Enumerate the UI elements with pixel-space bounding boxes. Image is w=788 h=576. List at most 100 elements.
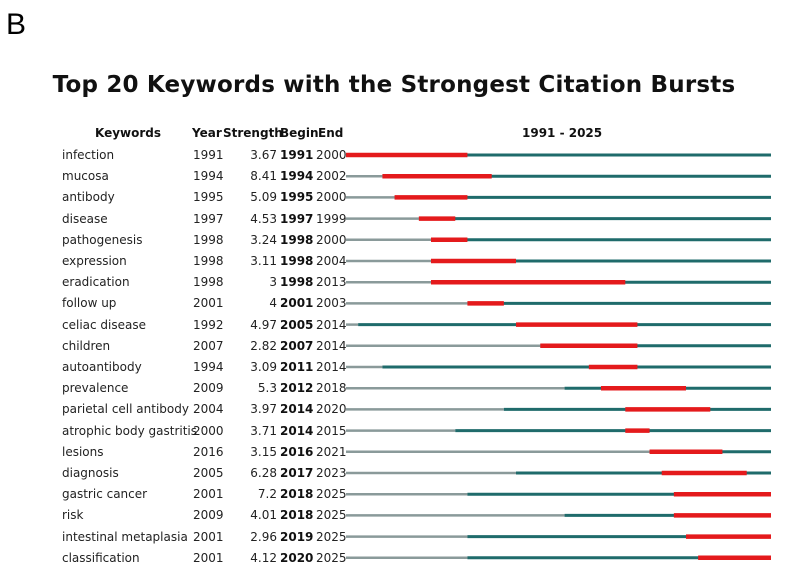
keyword-label: pathogenesis — [62, 232, 143, 247]
keyword-label: autoantibody — [62, 360, 142, 374]
year-value: 1994 — [193, 360, 224, 374]
year-value: 1998 — [193, 254, 224, 268]
end-value: 1999 — [316, 211, 347, 226]
begin-value: 2007 — [280, 338, 314, 353]
year-value: 1992 — [193, 317, 224, 332]
end-value: 2003 — [316, 296, 347, 311]
end-value: 2025 — [316, 487, 347, 502]
year-value: 2009 — [193, 508, 224, 523]
end-value: 2023 — [316, 466, 347, 480]
strength-value: 4.97 — [250, 317, 277, 332]
begin-value: 2016 — [280, 444, 314, 459]
keyword-label: expression — [62, 254, 127, 268]
begin-value: 2011 — [280, 360, 314, 374]
begin-value: 2014 — [280, 402, 314, 417]
begin-value: 2020 — [280, 550, 314, 565]
strength-value: 4 — [269, 296, 277, 311]
begin-value: 1998 — [280, 254, 314, 268]
begin-value: 1994 — [280, 169, 314, 184]
strength-value: 3.09 — [250, 360, 277, 374]
end-value: 2014 — [316, 317, 347, 332]
strength-value: 4.53 — [250, 211, 277, 226]
begin-value: 1991 — [280, 148, 314, 162]
keyword-label: follow up — [62, 296, 117, 311]
end-value: 2000 — [316, 190, 347, 205]
keyword-label: lesions — [62, 444, 104, 459]
begin-value: 2019 — [280, 529, 314, 544]
keyword-label: classification — [62, 550, 140, 565]
year-value: 1995 — [193, 190, 224, 205]
begin-value: 1998 — [280, 275, 314, 290]
strength-value: 4.01 — [250, 508, 277, 523]
strength-value: 3.11 — [250, 254, 277, 268]
year-value: 1994 — [193, 169, 224, 184]
strength-value: 2.96 — [250, 529, 277, 544]
year-value: 2001 — [193, 296, 224, 311]
year-value: 2007 — [193, 338, 224, 353]
strength-value: 3.97 — [250, 402, 277, 417]
end-value: 2021 — [316, 444, 347, 459]
year-value: 1998 — [193, 232, 224, 247]
header-end: End — [318, 126, 344, 140]
begin-value: 1995 — [280, 190, 314, 205]
begin-value: 2014 — [280, 423, 314, 438]
end-value: 2015 — [316, 423, 347, 438]
strength-value: 3 — [269, 275, 277, 290]
keyword-label: infection — [62, 148, 115, 162]
end-value: 2013 — [316, 275, 347, 290]
header-begin: Begin — [280, 126, 319, 140]
keyword-label: diagnosis — [62, 466, 119, 480]
keyword-label: risk — [62, 508, 84, 523]
begin-value: 1997 — [280, 211, 314, 226]
year-value: 1998 — [193, 275, 224, 290]
chart-title: Top 20 Keywords with the Strongest Citat… — [52, 72, 736, 98]
strength-value: 2.82 — [250, 338, 277, 353]
begin-value: 2005 — [280, 317, 314, 332]
begin-value: 2001 — [280, 296, 314, 311]
header-keywords: Keywords — [95, 126, 162, 140]
keyword-label: eradication — [62, 275, 130, 290]
strength-value: 5.3 — [257, 381, 277, 396]
strength-value: 8.41 — [250, 169, 277, 184]
end-value: 2025 — [316, 508, 347, 523]
end-value: 2018 — [316, 381, 347, 396]
strength-value: 5.09 — [250, 190, 277, 205]
keyword-label: atrophic body gastritis — [62, 423, 198, 438]
strength-value: 7.2 — [257, 487, 277, 502]
header-year: Year — [192, 126, 222, 140]
strength-value: 3.24 — [250, 232, 277, 247]
keyword-label: antibody — [62, 190, 115, 205]
begin-value: 1998 — [280, 232, 314, 247]
end-value: 2025 — [316, 550, 347, 565]
end-value: 2014 — [316, 360, 347, 374]
year-value: 2009 — [193, 381, 224, 396]
keyword-label: intestinal metaplasia — [62, 529, 188, 544]
year-value: 2001 — [193, 550, 224, 565]
end-value: 2002 — [316, 169, 347, 184]
header-strength: Strength — [223, 126, 283, 140]
end-value: 2000 — [316, 148, 347, 162]
year-value: 1991 — [193, 148, 224, 162]
strength-value: 4.12 — [250, 550, 277, 565]
year-value: 2001 — [193, 529, 224, 544]
begin-value: 2012 — [280, 381, 314, 396]
year-value: 2004 — [193, 402, 224, 417]
begin-value: 2017 — [280, 466, 314, 480]
year-value: 1997 — [193, 211, 224, 226]
strength-value: 3.15 — [250, 444, 277, 459]
year-value: 2005 — [193, 466, 224, 480]
keyword-label: mucosa — [62, 169, 109, 184]
year-value: 2016 — [193, 444, 224, 459]
end-value: 2000 — [316, 232, 347, 247]
end-value: 2025 — [316, 529, 347, 544]
panel-label: B — [6, 8, 27, 41]
keyword-label: children — [62, 338, 111, 353]
keyword-label: celiac disease — [62, 317, 146, 332]
begin-value: 2018 — [280, 508, 314, 523]
keyword-label: gastric cancer — [62, 487, 148, 502]
end-value: 2020 — [316, 402, 347, 417]
year-value: 2000 — [193, 423, 224, 438]
strength-value: 3.71 — [250, 423, 277, 438]
begin-value: 2018 — [280, 487, 314, 502]
